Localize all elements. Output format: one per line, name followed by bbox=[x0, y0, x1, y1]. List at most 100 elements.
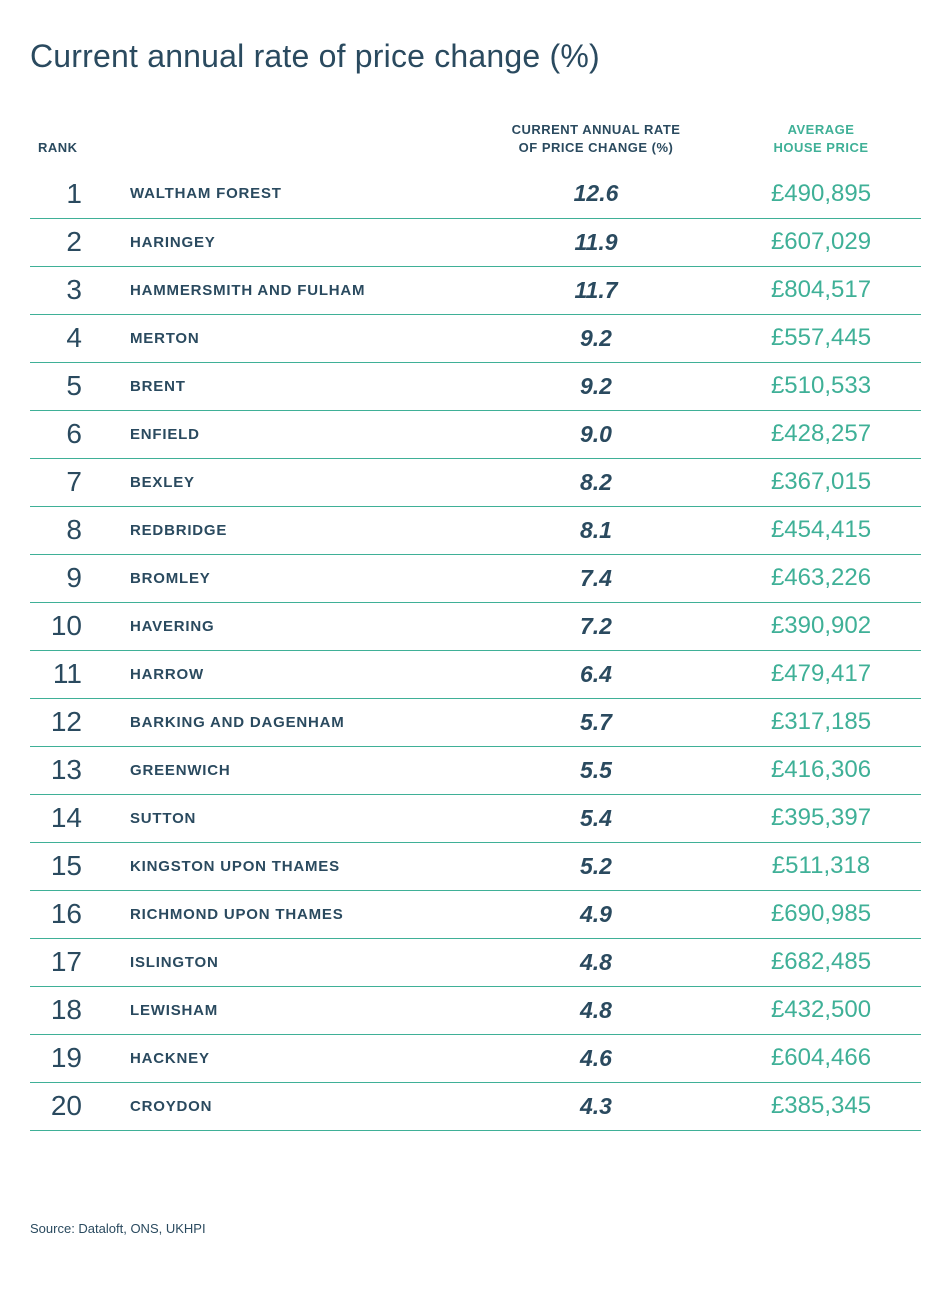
area-cell: BRENT bbox=[110, 362, 471, 410]
table-row: 18LEWISHAM4.8£432,500 bbox=[30, 986, 921, 1034]
area-cell: HARINGEY bbox=[110, 218, 471, 266]
area-cell: BROMLEY bbox=[110, 554, 471, 602]
area-cell: HAVERING bbox=[110, 602, 471, 650]
page-title: Current annual rate of price change (%) bbox=[30, 38, 921, 75]
rank-cell: 18 bbox=[30, 986, 110, 1034]
rank-cell: 19 bbox=[30, 1034, 110, 1082]
price-cell: £682,485 bbox=[721, 938, 921, 986]
price-cell: £463,226 bbox=[721, 554, 921, 602]
rate-cell: 9.0 bbox=[471, 410, 721, 458]
rate-cell: 7.2 bbox=[471, 602, 721, 650]
table-row: 15KINGSTON UPON THAMES5.2£511,318 bbox=[30, 842, 921, 890]
price-cell: £690,985 bbox=[721, 890, 921, 938]
area-cell: WALTHAM FOREST bbox=[110, 170, 471, 218]
rate-cell: 12.6 bbox=[471, 170, 721, 218]
area-cell: ISLINGTON bbox=[110, 938, 471, 986]
rank-cell: 13 bbox=[30, 746, 110, 794]
area-cell: HACKNEY bbox=[110, 1034, 471, 1082]
price-cell: £385,345 bbox=[721, 1082, 921, 1130]
table-row: 17ISLINGTON4.8£682,485 bbox=[30, 938, 921, 986]
col-header-price: AVERAGEHOUSE PRICE bbox=[721, 113, 921, 170]
area-cell: BEXLEY bbox=[110, 458, 471, 506]
price-cell: £432,500 bbox=[721, 986, 921, 1034]
rank-cell: 4 bbox=[30, 314, 110, 362]
rank-cell: 16 bbox=[30, 890, 110, 938]
rate-cell: 4.8 bbox=[471, 938, 721, 986]
rate-cell: 6.4 bbox=[471, 650, 721, 698]
col-header-rank: RANK bbox=[30, 113, 110, 170]
table-row: 5BRENT9.2£510,533 bbox=[30, 362, 921, 410]
rank-cell: 7 bbox=[30, 458, 110, 506]
table-row: 11HARROW6.4£479,417 bbox=[30, 650, 921, 698]
rate-cell: 7.4 bbox=[471, 554, 721, 602]
table-row: 9BROMLEY7.4£463,226 bbox=[30, 554, 921, 602]
source-attribution: Source: Dataloft, ONS, UKHPI bbox=[30, 1221, 921, 1236]
area-cell: RICHMOND UPON THAMES bbox=[110, 890, 471, 938]
table-row: 1WALTHAM FOREST12.6£490,895 bbox=[30, 170, 921, 218]
rate-cell: 4.9 bbox=[471, 890, 721, 938]
rank-cell: 14 bbox=[30, 794, 110, 842]
rate-cell: 4.3 bbox=[471, 1082, 721, 1130]
price-cell: £604,466 bbox=[721, 1034, 921, 1082]
rate-cell: 5.7 bbox=[471, 698, 721, 746]
col-header-rate: CURRENT ANNUAL RATEOF PRICE CHANGE (%) bbox=[471, 113, 721, 170]
table-header-row: RANK CURRENT ANNUAL RATEOF PRICE CHANGE … bbox=[30, 113, 921, 170]
table-row: 19HACKNEY4.6£604,466 bbox=[30, 1034, 921, 1082]
price-cell: £511,318 bbox=[721, 842, 921, 890]
table-row: 13GREENWICH5.5£416,306 bbox=[30, 746, 921, 794]
price-cell: £390,902 bbox=[721, 602, 921, 650]
area-cell: ENFIELD bbox=[110, 410, 471, 458]
area-cell: LEWISHAM bbox=[110, 986, 471, 1034]
area-cell: BARKING AND DAGENHAM bbox=[110, 698, 471, 746]
price-cell: £317,185 bbox=[721, 698, 921, 746]
price-cell: £367,015 bbox=[721, 458, 921, 506]
rate-cell: 9.2 bbox=[471, 314, 721, 362]
table-row: 8REDBRIDGE8.1£454,415 bbox=[30, 506, 921, 554]
rank-cell: 5 bbox=[30, 362, 110, 410]
table-row: 20CROYDON4.3£385,345 bbox=[30, 1082, 921, 1130]
rate-cell: 4.6 bbox=[471, 1034, 721, 1082]
table-row: 16RICHMOND UPON THAMES4.9£690,985 bbox=[30, 890, 921, 938]
area-cell: MERTON bbox=[110, 314, 471, 362]
area-cell: HARROW bbox=[110, 650, 471, 698]
rank-cell: 11 bbox=[30, 650, 110, 698]
area-cell: SUTTON bbox=[110, 794, 471, 842]
table-row: 6ENFIELD9.0£428,257 bbox=[30, 410, 921, 458]
table-row: 3HAMMERSMITH AND FULHAM11.7£804,517 bbox=[30, 266, 921, 314]
rate-cell: 4.8 bbox=[471, 986, 721, 1034]
rate-cell: 8.2 bbox=[471, 458, 721, 506]
rank-cell: 12 bbox=[30, 698, 110, 746]
rate-cell: 11.9 bbox=[471, 218, 721, 266]
rank-cell: 9 bbox=[30, 554, 110, 602]
rank-cell: 10 bbox=[30, 602, 110, 650]
price-change-table: RANK CURRENT ANNUAL RATEOF PRICE CHANGE … bbox=[30, 113, 921, 1131]
table-row: 14SUTTON5.4£395,397 bbox=[30, 794, 921, 842]
rank-cell: 17 bbox=[30, 938, 110, 986]
rank-cell: 20 bbox=[30, 1082, 110, 1130]
price-cell: £607,029 bbox=[721, 218, 921, 266]
price-cell: £428,257 bbox=[721, 410, 921, 458]
rate-cell: 5.4 bbox=[471, 794, 721, 842]
table-row: 2HARINGEY11.9£607,029 bbox=[30, 218, 921, 266]
area-cell: REDBRIDGE bbox=[110, 506, 471, 554]
rate-cell: 8.1 bbox=[471, 506, 721, 554]
table-row: 12BARKING AND DAGENHAM5.7£317,185 bbox=[30, 698, 921, 746]
col-header-area bbox=[110, 113, 471, 170]
price-cell: £479,417 bbox=[721, 650, 921, 698]
table-row: 7BEXLEY8.2£367,015 bbox=[30, 458, 921, 506]
table-row: 10HAVERING7.2£390,902 bbox=[30, 602, 921, 650]
area-cell: GREENWICH bbox=[110, 746, 471, 794]
rank-cell: 8 bbox=[30, 506, 110, 554]
price-cell: £804,517 bbox=[721, 266, 921, 314]
rate-cell: 11.7 bbox=[471, 266, 721, 314]
rate-cell: 9.2 bbox=[471, 362, 721, 410]
rank-cell: 6 bbox=[30, 410, 110, 458]
rate-cell: 5.5 bbox=[471, 746, 721, 794]
rank-cell: 2 bbox=[30, 218, 110, 266]
price-cell: £395,397 bbox=[721, 794, 921, 842]
table-row: 4MERTON9.2£557,445 bbox=[30, 314, 921, 362]
rank-cell: 15 bbox=[30, 842, 110, 890]
area-cell: CROYDON bbox=[110, 1082, 471, 1130]
price-cell: £454,415 bbox=[721, 506, 921, 554]
price-cell: £416,306 bbox=[721, 746, 921, 794]
